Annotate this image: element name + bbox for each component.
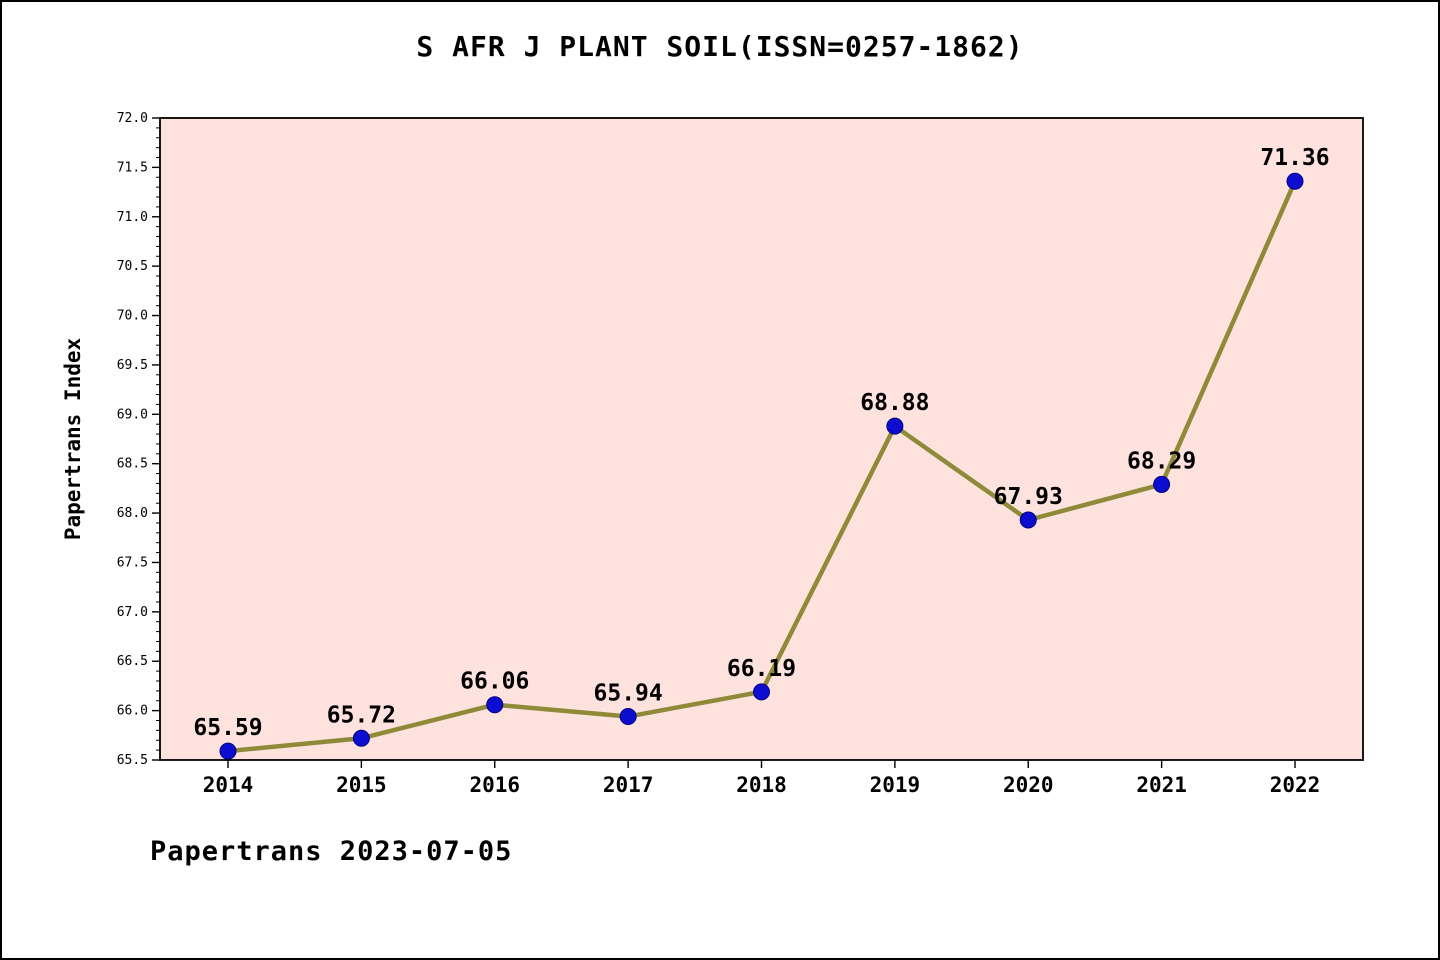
data-point-label: 65.59 [193,715,262,741]
x-tick-label: 2014 [203,773,254,797]
y-tick-label: 70.5 [117,259,148,274]
data-point [1153,475,1171,493]
plot-border [159,117,1364,761]
x-tick-label: 2019 [870,773,921,797]
data-point-label: 65.94 [594,681,663,707]
y-tick-label: 66.5 [117,654,148,669]
x-tick-label: 2022 [1270,773,1321,797]
x-tick-label: 2021 [1136,773,1187,797]
data-point-label: 67.93 [994,484,1063,510]
data-point [486,696,504,714]
y-tick-label: 66.0 [117,704,148,719]
x-tick-label: 2020 [1003,773,1054,797]
y-tick-label: 70.0 [117,309,148,324]
data-point [619,708,637,726]
data-point [219,742,237,760]
x-tick-label: 2016 [469,773,520,797]
data-point-label: 66.19 [727,656,796,682]
y-tick-label: 71.5 [117,160,148,175]
footer-text: Papertrans 2023-07-05 [150,836,513,867]
y-tick-label: 71.0 [117,210,148,225]
y-tick-label: 68.0 [117,506,148,521]
data-point-label: 68.29 [1127,448,1196,474]
data-point-label: 68.88 [860,390,929,416]
data-point [1286,172,1304,190]
y-tick-label: 68.5 [117,457,148,472]
data-point-label: 66.06 [460,669,529,695]
data-point [1019,511,1037,529]
x-axis-ticks: 2014 2015 2016 2017 2018 2019 2020 2021 2022 [203,760,1321,797]
y-tick-label: 69.5 [117,358,148,373]
data-point [886,417,904,435]
y-axis-ticks: 65.5 66.0 66.5 67.0 67.5 68.0 68.5 69.0 69.5 70.0… [117,111,160,768]
data-point [753,683,770,701]
x-tick-label: 2015 [336,773,387,797]
y-tick-label: 65.5 [117,753,148,768]
y-tick-label: 72.0 [117,111,148,126]
data-points: 65.59 65.72 66.06 65.94 66.19 68.88 67.93 68.29… [193,145,1330,760]
y-axis-label: Papertrans Index [61,338,85,541]
y-tick-label: 67.0 [117,605,148,620]
x-tick-label: 2018 [736,773,787,797]
y-tick-label: 69.0 [117,407,148,422]
x-tick-label: 2017 [603,773,654,797]
plot-area [160,118,1363,760]
data-point-label: 71.36 [1260,145,1329,171]
data-point [352,729,370,747]
y-tick-label: 67.5 [117,555,148,570]
data-point-label: 65.72 [327,702,396,728]
chart-title: S AFR J PLANT SOIL(ISSN=0257-1862) [416,30,1024,63]
